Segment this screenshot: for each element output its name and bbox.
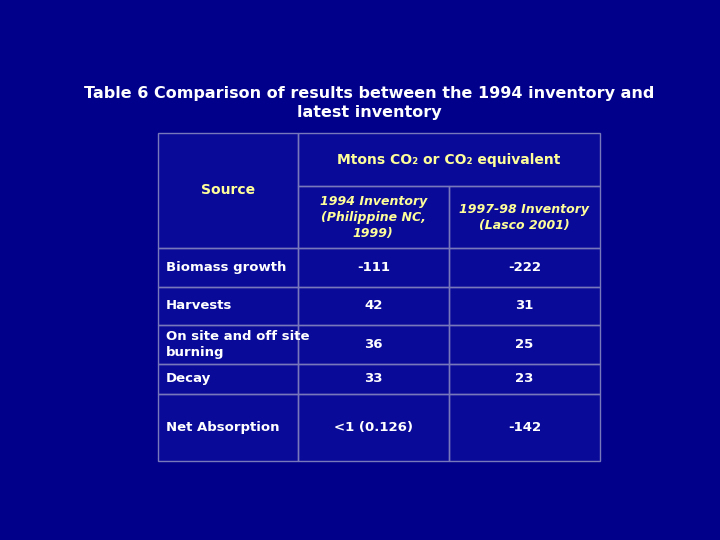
Bar (297, 248, 449, 287)
Text: 31: 31 (516, 299, 534, 312)
Bar (449, 248, 600, 287)
Text: -142: -142 (508, 421, 541, 434)
Bar (449, 186, 600, 248)
Bar (158, 363, 297, 394)
Text: 1994 Inventory
(Philippine NC,
1999): 1994 Inventory (Philippine NC, 1999) (320, 195, 427, 240)
Bar (297, 363, 449, 394)
Bar (158, 325, 297, 363)
Bar (158, 394, 297, 461)
Bar (449, 363, 600, 394)
Text: 33: 33 (364, 373, 382, 386)
Text: latest inventory: latest inventory (297, 105, 441, 120)
Bar (158, 287, 297, 325)
Text: Biomass growth: Biomass growth (166, 261, 287, 274)
Text: Harvests: Harvests (166, 299, 233, 312)
Text: 23: 23 (516, 373, 534, 386)
Bar (158, 394, 297, 461)
Text: Net Absorption: Net Absorption (166, 421, 279, 434)
Bar (449, 363, 600, 394)
Bar (158, 248, 297, 287)
Text: Table 6 Comparison of results between the 1994 inventory and: Table 6 Comparison of results between th… (84, 86, 654, 101)
Bar (297, 394, 449, 461)
Bar (449, 325, 600, 363)
Bar (158, 132, 297, 248)
Bar (158, 248, 297, 287)
Text: Decay: Decay (166, 373, 211, 386)
Text: On site and off site
burning: On site and off site burning (166, 330, 310, 359)
Bar (297, 325, 449, 363)
Text: -111: -111 (357, 261, 390, 274)
Text: 42: 42 (364, 299, 382, 312)
Bar (158, 363, 297, 394)
Bar (297, 394, 449, 461)
Bar (297, 132, 600, 186)
Bar (449, 287, 600, 325)
Bar (158, 287, 297, 325)
Bar (449, 394, 600, 461)
Bar (297, 132, 600, 186)
Bar (449, 394, 600, 461)
Bar (297, 287, 449, 325)
Text: 1997-98 Inventory
(Lasco 2001): 1997-98 Inventory (Lasco 2001) (459, 202, 590, 232)
Text: Source: Source (201, 183, 255, 197)
Bar (297, 186, 449, 248)
Bar (297, 287, 449, 325)
Text: -222: -222 (508, 261, 541, 274)
Bar (297, 186, 449, 248)
Bar (449, 248, 600, 287)
Text: 36: 36 (364, 338, 382, 351)
Bar (449, 186, 600, 248)
Bar (449, 325, 600, 363)
Bar (158, 325, 297, 363)
Bar (297, 325, 449, 363)
Bar (158, 132, 297, 248)
Bar (297, 248, 449, 287)
Text: <1 (0.126): <1 (0.126) (334, 421, 413, 434)
Text: 25: 25 (516, 338, 534, 351)
Bar (297, 363, 449, 394)
Text: Mtons CO₂ or CO₂ equivalent: Mtons CO₂ or CO₂ equivalent (337, 152, 560, 166)
Bar (449, 287, 600, 325)
